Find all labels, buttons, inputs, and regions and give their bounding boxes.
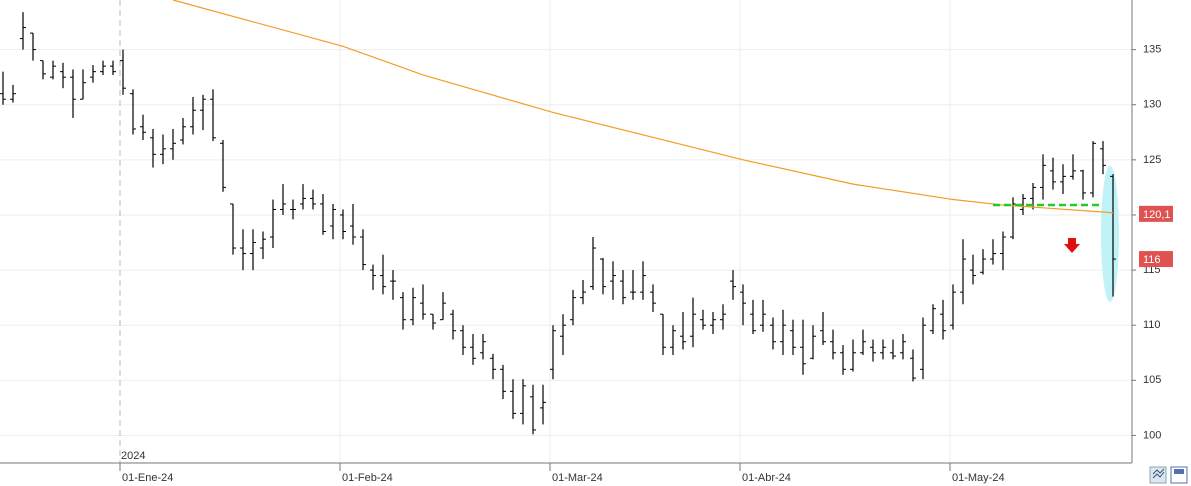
moving-average (172, 0, 1114, 214)
x-tick-label: 01-May-24 (952, 472, 1005, 484)
price-tag-label: 116 (1143, 254, 1161, 266)
year-label: 2024 (121, 450, 145, 462)
y-tick-label: 110 (1143, 319, 1161, 331)
price-tag (1139, 251, 1173, 268)
y-tick-label: 135 (1143, 44, 1161, 56)
zoom-icon (1152, 468, 1165, 479)
highlight (1101, 166, 1119, 302)
y-tick-label: 125 (1143, 154, 1161, 166)
price-tag (1139, 205, 1173, 222)
y-tick-label: 130 (1143, 99, 1161, 111)
x-tick-label: 01-Feb-24 (342, 472, 393, 484)
price-tag-label: 120,1 (1143, 209, 1171, 221)
x-tick-label: 01-Ene-24 (122, 472, 173, 484)
x-tick-label: 01-Abr-24 (742, 472, 791, 484)
down-arrow (1064, 238, 1080, 253)
y-tick-label: 100 (1143, 429, 1161, 441)
x-tick-label: 01-Mar-24 (552, 472, 603, 484)
y-tick-label: 105 (1143, 374, 1161, 386)
save-icon (1174, 469, 1184, 474)
